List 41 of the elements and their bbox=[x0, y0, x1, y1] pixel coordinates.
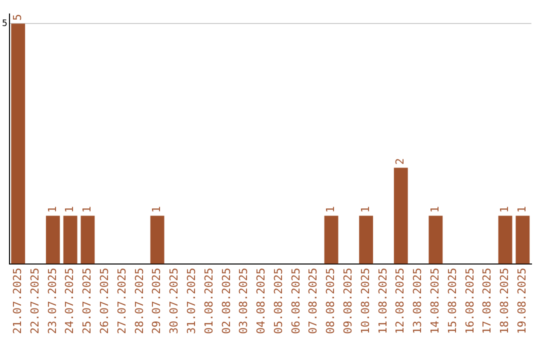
data-label: 1 bbox=[80, 206, 94, 213]
data-label: 1 bbox=[498, 206, 512, 213]
x-tick-label: 26.07.2025 bbox=[98, 268, 111, 334]
x-tick-label: 08.08.2025 bbox=[324, 268, 338, 334]
x-tick-label: 02.08.2025 bbox=[220, 268, 233, 334]
x-tick-label: 05.08.2025 bbox=[272, 268, 285, 334]
data-label: 1 bbox=[358, 206, 372, 213]
x-tick-label: 25.07.2025 bbox=[80, 268, 94, 334]
data-label: 1 bbox=[324, 206, 338, 213]
data-label: 1 bbox=[46, 206, 59, 213]
x-tick-label: 06.08.2025 bbox=[289, 268, 302, 334]
x-tick-label: 21.07.2025 bbox=[10, 268, 24, 334]
data-label: 1 bbox=[516, 206, 529, 213]
x-tick-label: 30.07.2025 bbox=[168, 268, 181, 334]
x-tick-label: 07.08.2025 bbox=[306, 268, 320, 334]
data-label: 1 bbox=[150, 206, 164, 213]
x-tick-label: 16.08.2025 bbox=[463, 268, 476, 334]
data-label: 1 bbox=[428, 206, 442, 213]
x-tick-label: 04.08.2025 bbox=[254, 268, 268, 334]
x-tick-label: 03.08.2025 bbox=[237, 268, 250, 334]
x-tick-label: 14.08.2025 bbox=[428, 268, 442, 334]
data-label: 2 bbox=[394, 158, 407, 165]
x-tick-label: 23.07.2025 bbox=[46, 268, 59, 334]
x-tick-label: 10.08.2025 bbox=[358, 268, 372, 334]
x-tick-label: 12.08.2025 bbox=[394, 268, 407, 334]
x-tick-label: 24.07.2025 bbox=[63, 268, 76, 334]
x-tick-label: 17.08.2025 bbox=[480, 268, 494, 334]
x-tick-label: 22.07.2025 bbox=[28, 268, 42, 334]
x-tick-label: 27.07.2025 bbox=[115, 268, 128, 334]
x-tick-label: 13.08.2025 bbox=[411, 268, 424, 334]
x-tick-label: 11.08.2025 bbox=[376, 268, 390, 334]
x-tick-label: 31.07.2025 bbox=[184, 268, 198, 334]
x-tick-label: 29.07.2025 bbox=[150, 268, 164, 334]
x-tick-label: 19.08.2025 bbox=[516, 268, 529, 334]
data-label: 5 bbox=[2, 18, 8, 29]
data-label: 1 bbox=[63, 206, 76, 213]
x-tick-label: 01.08.2025 bbox=[202, 268, 216, 334]
x-tick-label: 28.07.2025 bbox=[132, 268, 146, 334]
x-tick-label: 18.08.2025 bbox=[498, 268, 512, 334]
x-tick-label: 09.08.2025 bbox=[342, 268, 355, 334]
x-tick-label: 15.08.2025 bbox=[446, 268, 459, 334]
